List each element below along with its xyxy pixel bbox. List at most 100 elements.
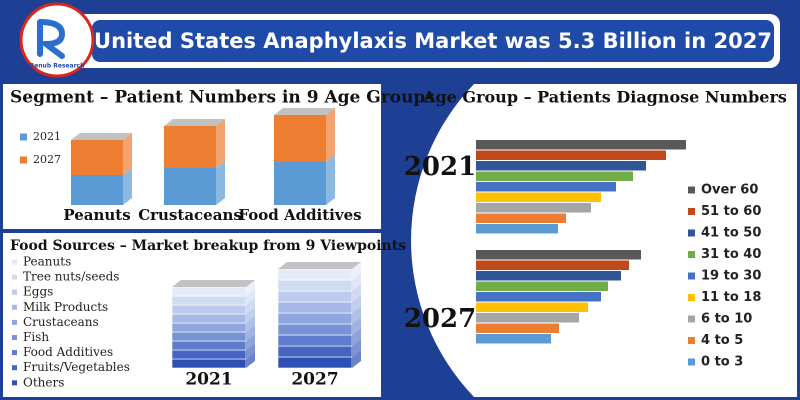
bar-side (246, 334, 255, 350)
bar-side (326, 108, 335, 162)
bar-segment (71, 175, 123, 205)
bar-top (172, 280, 255, 287)
bar (476, 150, 666, 160)
bar-side (246, 289, 255, 305)
legend-swatch (12, 380, 17, 386)
logo-text: Renub Research (30, 63, 85, 70)
legend-label: 31 to 40 (701, 247, 761, 262)
y-tick-label: 2027 (404, 304, 476, 334)
bar (476, 334, 551, 344)
bar-side (216, 161, 225, 205)
legend-swatch (688, 229, 695, 237)
x-tick-label: Crustaceans (138, 206, 242, 224)
bar (476, 140, 686, 150)
bar-top (71, 133, 132, 140)
bar-top (278, 262, 361, 269)
x-tick-label: Peanuts (63, 206, 130, 224)
bar (476, 313, 579, 323)
legend-swatch (12, 259, 17, 265)
legend-label: Over 60 (701, 183, 758, 198)
bar-segment (274, 162, 326, 205)
bar-side (352, 273, 361, 291)
bar-side (246, 352, 255, 368)
legend-swatch (20, 133, 27, 141)
bar-side (123, 168, 132, 205)
bar (476, 213, 566, 223)
bar (476, 292, 601, 302)
bar-side (352, 306, 361, 324)
legend-label: Peanuts (23, 255, 71, 269)
legend-swatch (688, 186, 695, 194)
legend-label: 11 to 18 (701, 290, 761, 305)
bar-side (123, 133, 132, 175)
legend-label: 19 to 30 (701, 269, 761, 284)
bar-segment (171, 358, 247, 369)
legend-label: Fish (23, 330, 49, 344)
bar (476, 260, 629, 270)
header-title: United States Anaphylaxis Market was 5.3… (94, 29, 772, 53)
legend-label: Food Additives (23, 345, 113, 359)
bar-side (352, 284, 361, 302)
bar-side (246, 325, 255, 341)
legend-swatch (12, 274, 17, 280)
bar (476, 323, 559, 333)
bar (476, 281, 608, 291)
bar-segment (277, 268, 353, 281)
legend-swatch (688, 315, 695, 323)
legend-swatch (12, 365, 17, 371)
legend-label: Crustaceans (23, 315, 99, 329)
bar-segment (71, 140, 123, 175)
bar-side (352, 328, 361, 346)
bar-segment (277, 356, 353, 369)
legend-swatch (12, 350, 17, 356)
chart-title: Segment – Patient Numbers in 9 Age Group… (10, 88, 435, 108)
bar (476, 192, 601, 202)
bar-segment (171, 295, 247, 306)
legend-swatch (12, 335, 17, 340)
bar (476, 171, 633, 181)
legend-swatch (688, 358, 695, 366)
bar-segment (171, 286, 247, 297)
bar-segment (171, 322, 247, 333)
bar-side (246, 307, 255, 323)
bar-side (352, 317, 361, 335)
legend-swatch (688, 251, 695, 258)
bar-side (246, 316, 255, 332)
panel-age (411, 84, 797, 397)
legend-label: 2027 (33, 153, 61, 166)
bar-side (352, 339, 361, 357)
bar-segment (171, 349, 247, 360)
legend-swatch (688, 294, 695, 301)
y-tick-label: 2021 (404, 152, 476, 182)
bar (476, 250, 641, 260)
legend-swatch (12, 319, 17, 325)
bar-side (246, 343, 255, 359)
bar-side (246, 280, 255, 296)
legend-label: 0 to 3 (701, 355, 743, 370)
legend-swatch (688, 272, 695, 280)
bar-side (352, 262, 361, 280)
bar-segment (171, 313, 247, 324)
legend-label: Eggs (23, 285, 53, 299)
bar-segment (277, 279, 353, 292)
x-tick-label: 2021 (185, 370, 232, 390)
legend-label: Milk Products (23, 300, 108, 314)
bar-top (274, 108, 335, 115)
chart-title: Food Sources – Market breakup from 9 Vie… (10, 238, 406, 254)
bar-segment (277, 323, 353, 336)
bar-segment (171, 331, 247, 342)
x-tick-label: Food Additives (238, 206, 361, 224)
bar-segment (171, 340, 247, 351)
legend-label: 2021 (33, 130, 61, 143)
legend-swatch (12, 289, 17, 295)
legend-label: 4 to 5 (701, 333, 743, 348)
bar-segment (277, 290, 353, 303)
logo-mark (37, 19, 66, 59)
legend-label: Fruits/Vegetables (23, 360, 130, 374)
bar-segment (164, 126, 216, 168)
x-tick-label: 2027 (291, 370, 338, 390)
legend-label: 51 to 60 (701, 204, 761, 219)
legend-swatch (12, 304, 17, 310)
